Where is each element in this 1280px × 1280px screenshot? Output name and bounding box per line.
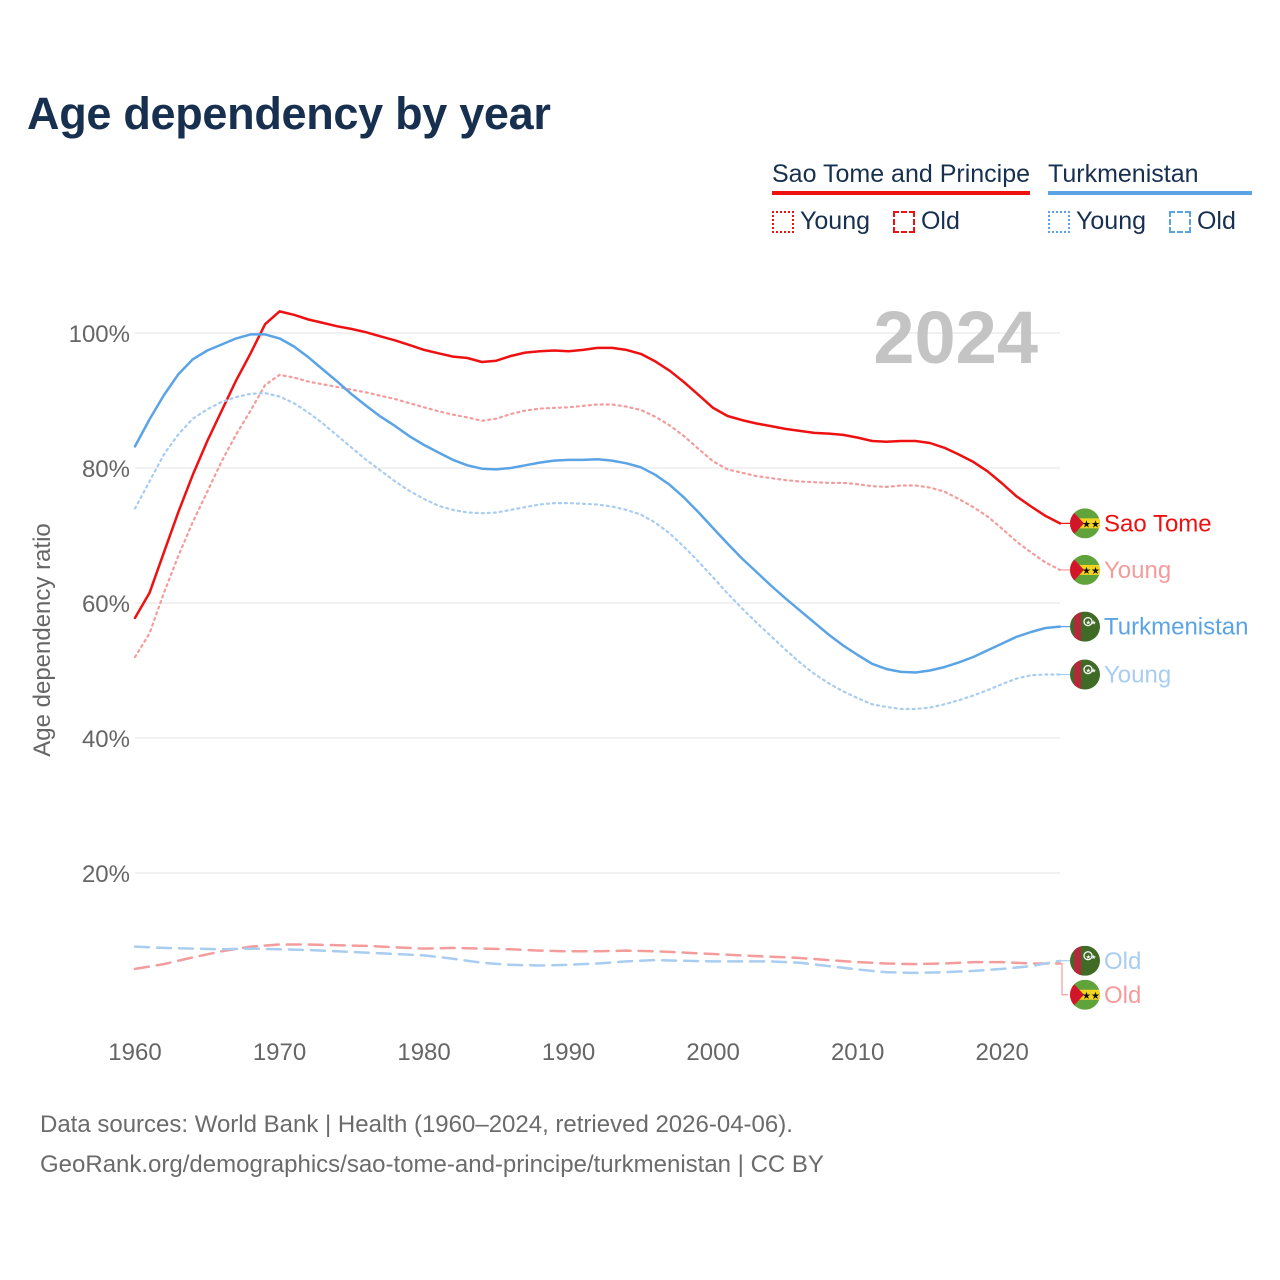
svg-text:★★: ★★: [1082, 566, 1100, 577]
dotted-swatch-icon: [772, 210, 794, 233]
end-label: Turkmenistan: [1104, 614, 1249, 641]
sao-tome-flag-icon: ★★: [1070, 554, 1100, 585]
x-tick-label: 2010: [831, 1039, 884, 1066]
end-label: Young: [1104, 662, 1171, 689]
series-line-old: [133, 943, 1062, 971]
svg-text:★★: ★★: [1086, 620, 1097, 627]
turkmenistan-flag-icon: ★★: [1070, 945, 1100, 976]
legend-country-label[interactable]: Sao Tome and Principe: [772, 160, 1031, 195]
legend-group-turkmenistan[interactable]: Turkmenistan Young Old: [1048, 160, 1252, 240]
legend-group-sao-tome[interactable]: Sao Tome and Principe Young Old: [772, 160, 1031, 240]
legend-old-label: Old: [920, 207, 960, 235]
chart-title: Age dependency by year: [27, 88, 551, 139]
svg-text:★★: ★★: [1086, 954, 1097, 961]
marker-connector: [1060, 962, 1068, 996]
end-markers: ★★ Sao Tome ★★ Young ★★ Turkmenistan ★★ Young ★★…: [1060, 508, 1249, 1010]
end-label: Old: [1104, 948, 1141, 975]
legend-item-young[interactable]: Young: [772, 207, 870, 236]
svg-text:★★: ★★: [1086, 668, 1097, 675]
series-line-total: [133, 310, 1062, 620]
svg-text:★★: ★★: [1082, 991, 1100, 1002]
series-line-young: [133, 373, 1062, 659]
legend-young-label: Young: [800, 207, 870, 235]
end-label: Young: [1104, 557, 1171, 584]
legend-subitems: Young Old: [772, 207, 1030, 240]
x-tick-label: 1980: [397, 1039, 450, 1066]
legend-subitems: Young Old: [1048, 207, 1252, 240]
x-tick-label: 1960: [108, 1039, 161, 1066]
x-tick-label: 2000: [686, 1039, 739, 1066]
source-url-text[interactable]: GeoRank.org/demographics/sao-tome-and-pr…: [40, 1151, 824, 1178]
series-lines: [133, 310, 1062, 975]
x-tick-label: 1990: [542, 1039, 595, 1066]
sao-tome-flag-icon: ★★: [1070, 979, 1100, 1010]
data-source-text: Data sources: World Bank | Health (1960–…: [40, 1111, 793, 1138]
y-tick-label: 20%: [82, 861, 130, 888]
y-tick-label: 80%: [82, 456, 130, 483]
x-tick-label: 1970: [253, 1039, 306, 1066]
legend-young-label: Young: [1076, 207, 1146, 235]
y-tick-label: 40%: [82, 726, 130, 753]
dotted-swatch-icon: [1048, 210, 1070, 233]
dashed-swatch-icon: [892, 210, 915, 233]
x-axis-ticks: 1960 1970 1980 1990 2000 2010 2020: [108, 1039, 1029, 1066]
y-axis-label: Age dependency ratio: [29, 523, 56, 757]
dashed-swatch-icon: [1168, 210, 1191, 233]
y-axis-ticks: 20% 40% 60% 80% 100%: [69, 321, 130, 888]
year-watermark: 2024: [873, 296, 1038, 379]
legend-old-label: Old: [1196, 207, 1236, 235]
end-label: Old: [1104, 982, 1141, 1009]
sao-tome-flag-icon: ★★: [1070, 508, 1100, 539]
legend-item-old[interactable]: Old: [1168, 207, 1236, 236]
grid-lines: [135, 332, 1060, 874]
y-tick-label: 60%: [82, 591, 130, 618]
legend-item-old[interactable]: Old: [892, 207, 960, 236]
series-line-old: [133, 945, 1062, 975]
legend-country-label[interactable]: Turkmenistan: [1048, 160, 1252, 195]
legend-item-young[interactable]: Young: [1048, 207, 1146, 236]
footer: Data sources: World Bank | Health (1960–…: [40, 1105, 824, 1185]
x-tick-label: 2020: [975, 1039, 1028, 1066]
y-tick-label: 100%: [69, 321, 130, 348]
turkmenistan-flag-icon: ★★: [1070, 611, 1100, 642]
turkmenistan-flag-icon: ★★: [1070, 659, 1100, 690]
svg-text:★★: ★★: [1082, 519, 1100, 530]
series-line-young: [133, 392, 1062, 711]
series-line-total: [133, 333, 1062, 674]
end-label: Sao Tome: [1104, 510, 1212, 537]
